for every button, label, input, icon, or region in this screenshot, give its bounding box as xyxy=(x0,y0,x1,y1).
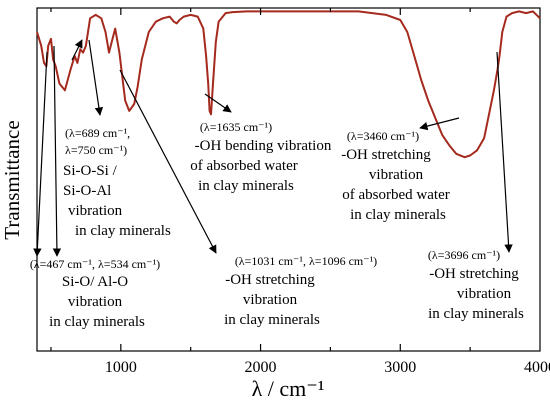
annotation-1031: (λ=1031 cm⁻¹, λ=1096 cm⁻¹) -OH stretchin… xyxy=(224,252,381,328)
x-tick-label: 4000 xyxy=(524,359,550,376)
x-axis-ticks: 1000 2000 3000 4000 xyxy=(50,8,550,376)
arrow-3460 xyxy=(419,117,460,131)
x-axis-label: λ / cm⁻¹ xyxy=(252,376,325,401)
arrow-1635 xyxy=(204,93,232,113)
annotation-3696: (λ=3696 cm⁻¹) -OH stretching vibration i… xyxy=(428,246,524,322)
x-tick-label: 3000 xyxy=(384,359,416,376)
arrow-689 xyxy=(71,39,83,61)
arrow-750 xyxy=(88,39,104,116)
x-tick-label: 1000 xyxy=(105,359,137,376)
annotation-1635: (λ=1635 cm⁻¹) -OH bending vibration of a… xyxy=(190,118,335,194)
arrow-534 xyxy=(52,45,62,257)
annotation-689: (λ=689 cm⁻¹, λ=750 cm⁻¹) Si-O-Si / Si-O-… xyxy=(63,124,171,239)
plot-frame xyxy=(36,7,541,352)
y-axis-label: Transmittance xyxy=(0,120,24,239)
annotation-3460: (λ=3460 cm⁻¹) -OH stretching vibration o… xyxy=(341,127,454,223)
arrow-467 xyxy=(33,51,48,257)
annotation-467: (λ=467 cm⁻¹, λ=534 cm⁻¹) Si-O/ Al-O vibr… xyxy=(30,255,164,330)
arrow-3696 xyxy=(496,51,513,253)
arrow-1031 xyxy=(119,69,217,254)
x-tick-label: 2000 xyxy=(245,359,277,376)
annotation-arrows xyxy=(33,39,513,257)
